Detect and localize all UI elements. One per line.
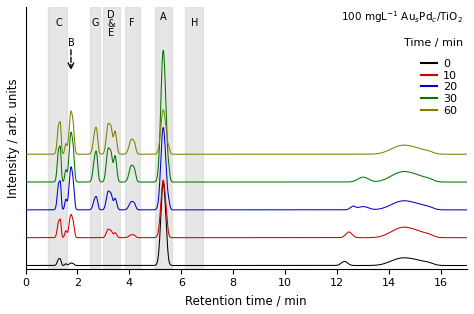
Text: B: B <box>68 38 74 48</box>
X-axis label: Retention time / min: Retention time / min <box>185 294 307 307</box>
Bar <box>47 7 67 269</box>
Bar <box>125 7 140 269</box>
Text: F: F <box>129 18 135 28</box>
Bar <box>103 7 120 269</box>
Text: A: A <box>160 13 166 23</box>
Text: 100 mgL$^{-1}$ Au$_s$Pd$_c$/TiO$_2$: 100 mgL$^{-1}$ Au$_s$Pd$_c$/TiO$_2$ <box>341 9 463 25</box>
Text: H: H <box>191 18 198 28</box>
Bar <box>155 7 172 269</box>
Text: Time / min: Time / min <box>403 38 463 48</box>
Bar <box>185 7 203 269</box>
Text: C: C <box>55 18 62 28</box>
Bar <box>91 7 100 269</box>
Legend: 0, 10, 20, 30, 60: 0, 10, 20, 30, 60 <box>416 54 462 120</box>
Text: D
&
E: D & E <box>107 9 115 38</box>
Text: G: G <box>91 18 99 28</box>
Y-axis label: Intensity / arb. units: Intensity / arb. units <box>7 78 20 198</box>
